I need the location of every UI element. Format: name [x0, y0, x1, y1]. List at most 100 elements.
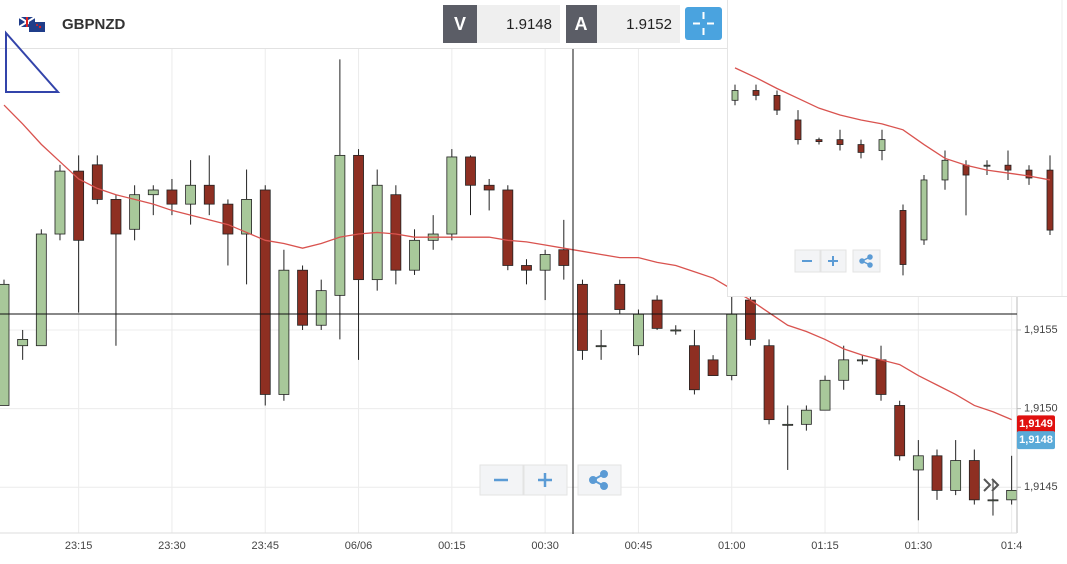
bid-label: V: [454, 14, 466, 34]
candle-body: [815, 139, 823, 142]
plus-icon: [828, 256, 838, 266]
crosshair-icon: [693, 12, 714, 35]
moving-average: [734, 67, 1051, 181]
candle-body: [670, 329, 682, 332]
draw-tool-icon[interactable]: [5, 30, 61, 93]
candle-body: [446, 156, 458, 235]
candle-body: [819, 379, 831, 411]
candle-body: [689, 345, 700, 391]
candle-body: [483, 184, 495, 191]
candle-body: [941, 159, 949, 181]
x-tick-label: 00:15: [438, 540, 466, 552]
candle-body: [857, 144, 865, 153]
candle-body: [0, 283, 10, 406]
candle-body: [633, 313, 644, 347]
bid-button[interactable]: [443, 5, 477, 43]
candle-body: [241, 199, 252, 235]
price-tag-label: 1,9149: [1019, 418, 1053, 430]
candle-body: [838, 359, 850, 381]
candle-body: [502, 189, 514, 266]
ask-price: 1.9152: [626, 16, 672, 33]
candle-body: [836, 139, 844, 145]
x-tick-label: 00:30: [531, 540, 559, 552]
share-icon: [589, 470, 608, 490]
ask-box[interactable]: [597, 5, 680, 43]
candle-body: [920, 179, 928, 241]
flag-icon: [18, 16, 45, 32]
candle-body: [129, 194, 141, 230]
candle-body: [1025, 169, 1033, 179]
candle-body: [1006, 489, 1017, 501]
candle-body: [222, 203, 234, 235]
candle-body: [773, 94, 781, 111]
price-tag: [1017, 431, 1055, 450]
candle-body: [856, 359, 868, 362]
share[interactable]: [577, 464, 622, 496]
x-tick-label: 23:30: [158, 540, 186, 552]
y-tick-label: 1,9155: [1024, 324, 1058, 336]
share[interactable]: [852, 249, 881, 273]
x-tick-label: 00:45: [625, 540, 653, 552]
ask-button[interactable]: [566, 5, 597, 43]
price-tag-label: 1,9148: [1019, 434, 1053, 446]
candle-body: [577, 283, 588, 351]
zoom-controls: [479, 464, 622, 496]
moving-average: [3, 104, 1012, 421]
candle-body: [166, 189, 178, 205]
candle-body: [259, 189, 271, 395]
candle-body: [962, 164, 970, 176]
scroll-right[interactable]: [983, 478, 1000, 492]
axis-labels: 23:15 23:30 23:45 06/06 00:15 00:30 00:45 01:00…: [65, 324, 1058, 552]
candle-body: [800, 409, 812, 425]
candle-body: [726, 313, 738, 376]
candle-body: [91, 164, 103, 200]
crosshair-button[interactable]: [685, 7, 722, 40]
y-tick-label: 1,9150: [1024, 403, 1058, 415]
candle-body: [878, 139, 886, 151]
candle-body: [1046, 169, 1054, 231]
plus-icon: [538, 473, 552, 487]
share-icon: [859, 254, 873, 268]
candle-body: [35, 233, 47, 347]
candle-body: [1004, 164, 1012, 171]
x-tick-label: 01:30: [905, 540, 933, 552]
candle-body: [465, 156, 476, 186]
candle-body: [54, 170, 66, 235]
candle-body: [899, 210, 907, 265]
candle-body: [297, 269, 308, 326]
zoom-out[interactable]: [479, 464, 524, 496]
candle-body: [521, 265, 532, 271]
candle-body: [614, 283, 626, 310]
candle-body: [147, 189, 159, 196]
candle-body: [353, 154, 364, 281]
ask-label: A: [575, 14, 588, 34]
x-tick-label: 01:00: [718, 540, 746, 552]
candle-body: [983, 164, 991, 167]
candle-body: [987, 499, 999, 502]
bid-price: 1.9148: [506, 16, 552, 33]
candle-body: [763, 345, 775, 421]
candle-body: [707, 359, 719, 376]
zoom-in[interactable]: [523, 464, 568, 496]
price-tag: [1017, 415, 1055, 434]
candle-body: [950, 460, 962, 491]
candle-body: [595, 345, 607, 348]
header: GBPNZD V 1.9148 A 1.9152: [0, 0, 727, 49]
candle-body: [185, 184, 197, 205]
candle-body: [409, 239, 420, 271]
inset-bg: [727, 0, 1067, 296]
x-tick-label: 23:45: [251, 540, 279, 552]
bid-box[interactable]: [477, 5, 560, 43]
inset-zoom-controls: [794, 249, 881, 273]
candle-body: [968, 460, 980, 501]
candle-body: [203, 184, 215, 205]
candle-body: [931, 455, 943, 491]
candle-body: [17, 339, 29, 347]
candle-body: [731, 90, 739, 101]
x-tick-label: 01:4: [1001, 540, 1022, 552]
candle-body: [782, 423, 794, 426]
candle-body: [278, 269, 290, 395]
candle-body: [73, 170, 85, 241]
candle-body: [894, 405, 906, 457]
candle-body: [794, 119, 802, 141]
